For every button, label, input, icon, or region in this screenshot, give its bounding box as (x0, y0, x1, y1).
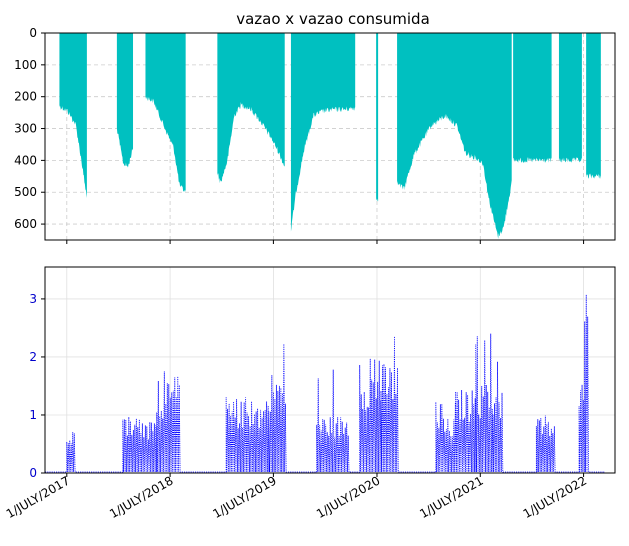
top-bar-segment-1 (116, 33, 134, 168)
top-y-tick-label-4: 400 (14, 153, 37, 167)
bottom-plot-frame (44, 266, 616, 474)
top-plot-frame (44, 32, 616, 241)
bottom-y-tick-label-3: 3 (29, 292, 37, 306)
top-plot-x-ticks (66, 240, 585, 244)
top-bar-segment-0 (59, 33, 87, 199)
bottom-y-tick-label-1: 1 (29, 408, 37, 422)
bottom-plot-y-axis: 0 1 2 3 (29, 292, 45, 480)
chart-title: vazao x vazao consumida (236, 10, 430, 28)
top-bar-segment-7 (513, 33, 552, 164)
top-y-tick-label-1: 100 (14, 58, 37, 72)
top-bar-segment-3 (217, 33, 285, 183)
top-plot-bars (59, 33, 601, 239)
top-plot: 0 100 200 300 400 500 600 (14, 26, 616, 244)
top-bar-segment-9 (586, 33, 601, 180)
top-y-tick-label-5: 500 (14, 185, 37, 199)
bottom-y-tick-label-2: 2 (29, 350, 37, 364)
top-bar-segment-6 (397, 33, 512, 239)
top-y-tick-label-2: 200 (14, 90, 37, 104)
top-y-tick-label-0: 0 (29, 26, 37, 40)
top-bar-segment-5 (376, 33, 379, 202)
bottom-plot-grid (45, 267, 615, 474)
bottom-series-line (45, 294, 605, 473)
top-bar-segment-2 (145, 33, 186, 193)
bottom-plot-line (45, 294, 605, 473)
top-y-tick-label-6: 600 (14, 217, 37, 231)
bottom-y-tick-label-0: 0 (29, 466, 37, 480)
top-bar-segment-4 (290, 33, 356, 232)
top-y-tick-label-3: 300 (14, 122, 37, 136)
top-plot-y-axis: 0 100 200 300 400 500 600 (14, 26, 45, 231)
top-bar-segment-8 (558, 33, 582, 163)
